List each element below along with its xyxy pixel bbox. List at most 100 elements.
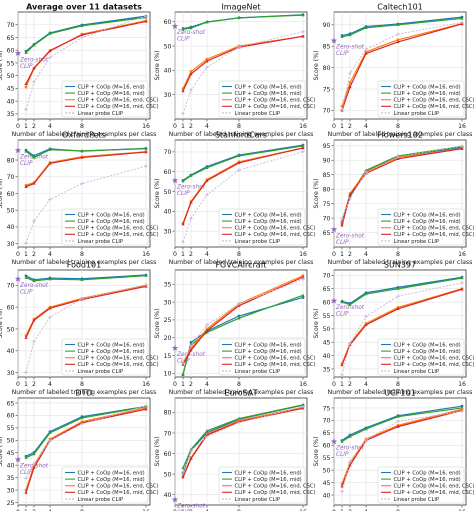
x-tick-label: 4: [205, 381, 209, 388]
data-point: [340, 439, 344, 443]
legend-label: CLIP + CoOp (M=16, mid): [235, 477, 302, 483]
y-axis-label: Score (%): [0, 436, 4, 466]
legend-label: CLIP + CoOp (M=16, end, CSC): [394, 226, 474, 232]
y-tick-label: 65: [7, 400, 15, 407]
x-tick-label: 1: [24, 381, 28, 388]
y-tick-label: 30: [7, 241, 15, 248]
y-tick-label: 60: [164, 169, 172, 176]
data-point: [24, 335, 28, 339]
data-point: [24, 370, 28, 375]
x-tick-label: 0: [173, 509, 177, 511]
data-point: [24, 149, 28, 153]
data-point: [189, 70, 193, 73]
data-point: [364, 438, 368, 442]
data-point: [340, 107, 344, 112]
legend-label: CLIP + CoOp (M=16, mid, CSC): [235, 104, 316, 110]
chart-title: ImageNet: [221, 3, 260, 12]
data-point: [340, 373, 344, 377]
data-point: [189, 341, 193, 344]
data-point: [301, 404, 305, 409]
y-tick-label: 50: [164, 43, 172, 50]
subplot-2: 70 75 80 85 90 0 1 2 4 8 16 Caltech101 Number of lab…: [313, 3, 474, 139]
y-tick-label: 95: [323, 143, 331, 150]
legend-label: CLIP + CoOp (M=16, mid, CSC): [78, 490, 159, 496]
y-tick-label: 90: [323, 158, 331, 165]
y-tick-label: 30: [164, 228, 172, 235]
data-point: [32, 66, 36, 70]
y-tick-label: 30: [7, 370, 15, 377]
legend: CLIP + CoOp (M=16, end) CLIP + CoOp (M=16…: [61, 208, 159, 246]
y-tick-label: 55: [323, 455, 331, 462]
legend: CLIP + CoOp (M=16, end)CLIP + CoOp (M=16…: [61, 466, 159, 504]
x-tick-label: 1: [24, 123, 28, 130]
y-axis-label: Score (%): [313, 50, 320, 80]
data-point: [181, 470, 185, 474]
data-point: [48, 277, 52, 281]
y-tick-label: 70: [7, 174, 15, 181]
y-tick-label: 60: [323, 443, 331, 450]
x-tick-label: 1: [181, 381, 185, 388]
x-tick-label: 8: [237, 381, 241, 388]
data-point: [80, 149, 84, 153]
legend-box: [61, 208, 149, 246]
x-tick-label: 4: [48, 381, 52, 388]
legend-label: Linear probe CLIP: [78, 497, 124, 503]
y-tick-label: 50: [7, 208, 15, 215]
y-tick-label: 90: [323, 22, 331, 29]
data-point: [32, 80, 36, 84]
data-point: [144, 14, 148, 18]
data-point: [348, 459, 352, 464]
data-point: [24, 185, 28, 189]
x-tick-label: 16: [142, 509, 150, 511]
x-tick-label: 8: [396, 123, 400, 130]
legend-label: CLIP + CoOp (M=16, end): [78, 212, 145, 218]
data-point: [24, 455, 28, 459]
legend-label: CLIP + CoOp (M=16, end, CSC): [78, 98, 159, 104]
y-tick-label: 35: [7, 111, 15, 118]
legend-label: Linear probe CLIP: [78, 369, 124, 375]
data-point: [32, 462, 36, 466]
data-point: [340, 35, 344, 39]
data-point: [396, 414, 400, 418]
y-tick-label: 25: [164, 317, 172, 324]
legend-label: CLIP + CoOp (M=16, end): [78, 84, 145, 90]
zero-shot-marker: [330, 37, 338, 44]
legend-label: Linear probe CLIP: [235, 111, 281, 117]
data-point: [189, 72, 193, 76]
data-point: [301, 34, 305, 38]
legend-label: CLIP + CoOp (M=16, end): [394, 84, 461, 90]
data-point: [348, 434, 352, 438]
y-axis-label: Score (%): [0, 50, 4, 80]
legend: CLIP + CoOp (M=16, end)CLIP + CoOp (M=16…: [218, 80, 316, 118]
data-point: [144, 283, 148, 287]
data-point: [189, 200, 193, 204]
y-tick-label: 50: [7, 326, 15, 333]
legend-label: CLIP + CoOp (M=16, end, CSC): [235, 484, 316, 490]
x-tick-label: 0: [16, 251, 20, 258]
x-axis-label: Number of labeled training examples per …: [12, 259, 157, 266]
legend-label: CLIP + CoOp (M=16, end, CSC): [394, 98, 474, 104]
legend: CLIP + CoOp (M=16, end)CLIP + CoOp (M=16…: [218, 208, 316, 246]
zero-shot-marker: [330, 225, 338, 233]
y-tick-label: 75: [323, 201, 331, 208]
subplot-9: 25 30 35 40 45 50 55 60 65 0 1 2 4 8 16 DTDNumber of la…: [0, 389, 159, 511]
y-tick-label: 40: [164, 68, 172, 75]
legend-label: CLIP + CoOp (M=16, mid, CSC): [78, 232, 159, 238]
chart-title: EuroSAT: [224, 389, 257, 398]
x-tick-label: 16: [299, 509, 307, 511]
data-point: [460, 287, 464, 291]
y-tick-label: 25: [7, 500, 15, 507]
x-axis-label: Number of labeled training examples per …: [328, 389, 473, 396]
x-tick-label: 0: [16, 381, 20, 388]
subplot-0: 35 40 45 50 55 60 65 70 0 1 2 4 8 16 Average over 11 d…: [0, 3, 159, 139]
x-tick-label: 8: [80, 251, 84, 258]
legend-box: [61, 466, 149, 504]
data-point: [237, 16, 241, 20]
x-tick-label: 8: [237, 509, 241, 511]
x-tick-label: 2: [189, 509, 193, 511]
